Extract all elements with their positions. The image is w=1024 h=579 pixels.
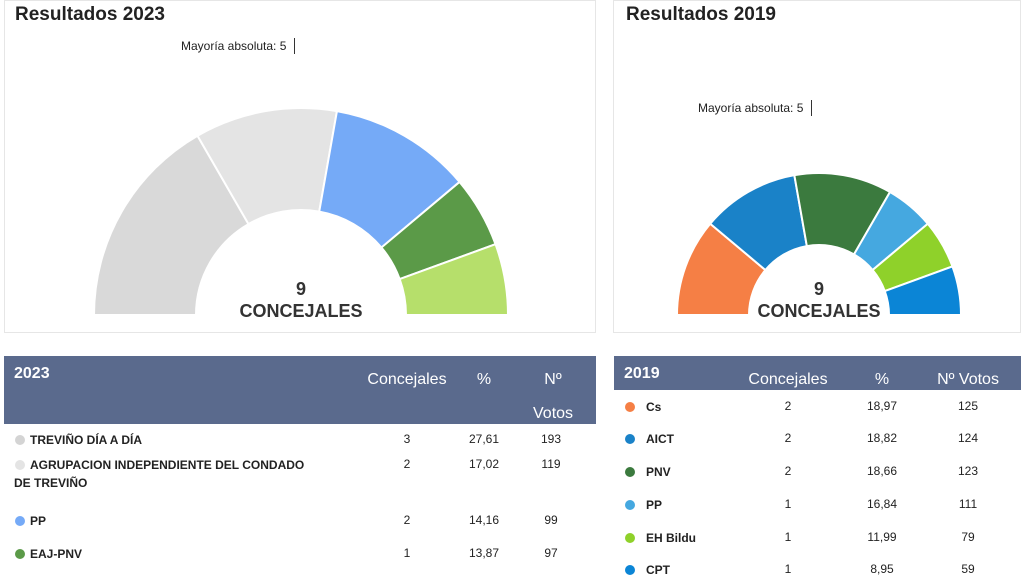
percent: 18,97	[866, 399, 898, 413]
party-dot	[15, 549, 25, 559]
party-name: PP	[646, 498, 663, 512]
party-dot	[625, 467, 635, 477]
seats: 2	[403, 457, 411, 471]
table-header	[4, 356, 596, 424]
party-dot	[625, 533, 635, 543]
seat-segment	[398, 242, 510, 316]
percent: 11,99	[867, 530, 897, 544]
party-dot	[15, 435, 25, 445]
total-label: CONCEJALES	[239, 301, 362, 321]
seats: 1	[403, 546, 411, 560]
panel-title: Resultados 2019	[626, 4, 776, 25]
votes: 119	[541, 457, 561, 471]
table-year: 2023	[14, 365, 50, 382]
percent: 18,66	[866, 464, 898, 478]
percent: 13,87	[468, 546, 500, 560]
party-name: PNV	[646, 465, 671, 479]
percent: 16,84	[866, 497, 898, 511]
seats: 2	[784, 399, 792, 413]
votes: 124	[957, 431, 979, 445]
votes: 193	[540, 432, 562, 446]
seats: 1	[784, 562, 792, 576]
party-name: Cs	[646, 400, 662, 414]
party-name: EAJ-PNV	[30, 547, 83, 561]
column-header: Concejales	[748, 371, 828, 388]
percent: 18,82	[866, 431, 898, 445]
seat-segment	[883, 265, 963, 316]
table-year: 2019	[624, 365, 660, 382]
votes: 79	[961, 530, 975, 544]
votes: 97	[544, 546, 558, 560]
seat-segment	[92, 134, 250, 316]
party-dot	[15, 460, 25, 470]
column-header: Concejales	[367, 371, 447, 388]
votes: 99	[544, 513, 558, 527]
majority-label: Mayoría absoluta: 5	[698, 100, 813, 116]
party-name: TREVIÑO DÍA A DÍA	[30, 433, 143, 447]
seats: 2	[784, 464, 792, 478]
column-header: %	[476, 371, 492, 388]
total-seats: 9	[814, 279, 824, 299]
party-name: CPT	[646, 563, 670, 577]
chart-panel: Resultados 2019 Mayoría absoluta: 5 9 CONCE…	[613, 0, 1021, 333]
column-header: %	[874, 371, 890, 388]
votes: 111	[958, 497, 978, 511]
total-seats: 9	[296, 279, 306, 299]
percent: 8,95	[870, 562, 894, 576]
column-header: Nº Votos	[533, 371, 574, 422]
seats: 2	[784, 431, 792, 445]
column-header: Nº Votos	[937, 371, 999, 388]
seats: 1	[784, 497, 792, 511]
party-name: PP	[30, 514, 47, 528]
seats: 2	[403, 513, 411, 527]
party-name: EH Bildu	[646, 531, 696, 545]
seats: 1	[784, 530, 792, 544]
percent: 27,61	[468, 432, 500, 446]
percent: 14,16	[468, 513, 500, 527]
party-name: AICT	[646, 432, 674, 446]
votes: 123	[957, 464, 979, 478]
total-label: CONCEJALES	[757, 301, 880, 321]
percent: 17,02	[468, 457, 500, 471]
party-dot	[15, 516, 25, 526]
votes: 125	[957, 399, 979, 413]
party-dot	[625, 565, 635, 575]
table-header	[614, 356, 1021, 390]
chart-panel: Resultados 2023 Mayoría absoluta: 5 9 CONCE…	[4, 0, 596, 333]
party-dot	[625, 434, 635, 444]
party-dot	[625, 500, 635, 510]
party-name: AGRUPACION INDEPENDIENTE DEL CONDADO DE …	[14, 458, 305, 490]
votes: 59	[961, 562, 975, 576]
majority-label: Mayoría absoluta: 5	[181, 38, 296, 54]
seats: 3	[403, 432, 411, 446]
party-dot	[625, 402, 635, 412]
panel-title: Resultados 2023	[15, 4, 165, 25]
